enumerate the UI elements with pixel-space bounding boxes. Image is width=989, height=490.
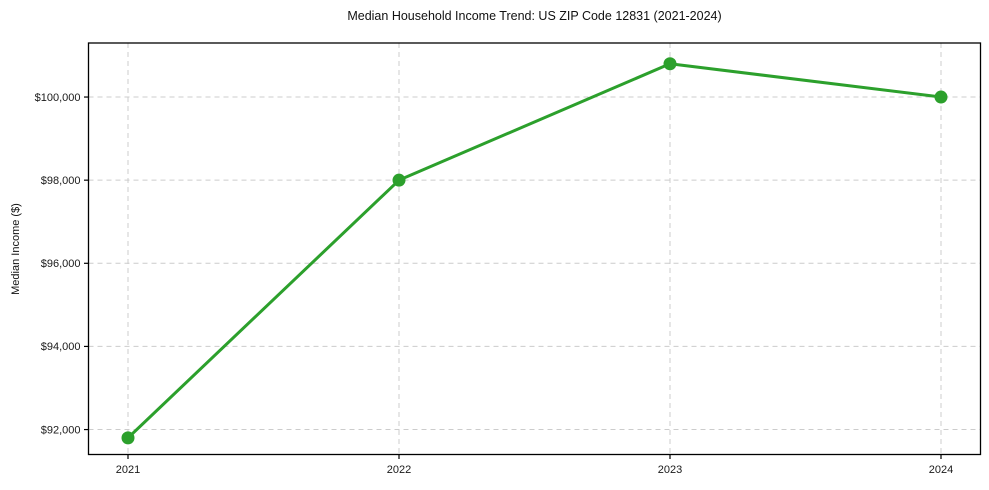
data-point-marker — [934, 90, 948, 104]
y-tick-label: $94,000 — [41, 341, 81, 353]
chart-title: Median Household Income Trend: US ZIP Co… — [347, 9, 722, 23]
x-tick-label: 2022 — [387, 464, 411, 476]
plot-border — [87, 42, 982, 456]
data-point-marker — [121, 431, 135, 445]
data-point-marker — [392, 173, 406, 187]
data-point-marker — [663, 57, 677, 71]
y-tick-label: $96,000 — [41, 258, 81, 270]
x-tick-label: 2023 — [658, 464, 682, 476]
x-tick-label: 2024 — [929, 464, 953, 476]
x-tick-label: 2021 — [116, 464, 140, 476]
trend-line — [126, 62, 943, 440]
y-tick-label: $100,000 — [35, 92, 81, 104]
y-tick-label: $98,000 — [41, 175, 81, 187]
y-tick-label: $92,000 — [41, 424, 81, 436]
